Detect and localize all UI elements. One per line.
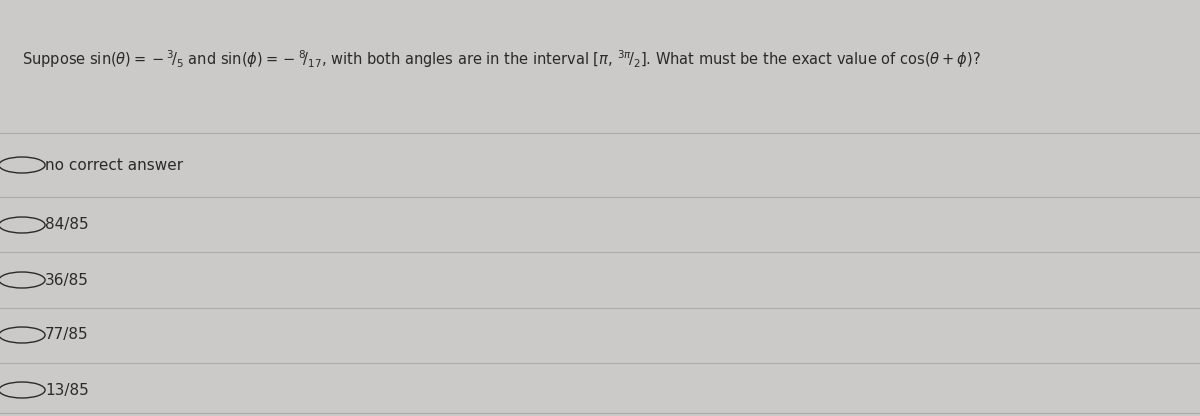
- Text: 36/85: 36/85: [46, 272, 89, 287]
- Text: 84/85: 84/85: [46, 218, 89, 233]
- Text: no correct answer: no correct answer: [46, 158, 184, 173]
- Text: 77/85: 77/85: [46, 327, 89, 342]
- Text: 13/85: 13/85: [46, 382, 89, 398]
- Text: Suppose $\mathregular{sin}(\theta) = -^3\!/_{5}$ and $\mathregular{sin}(\phi) = : Suppose $\mathregular{sin}(\theta) = -^3…: [22, 48, 980, 70]
